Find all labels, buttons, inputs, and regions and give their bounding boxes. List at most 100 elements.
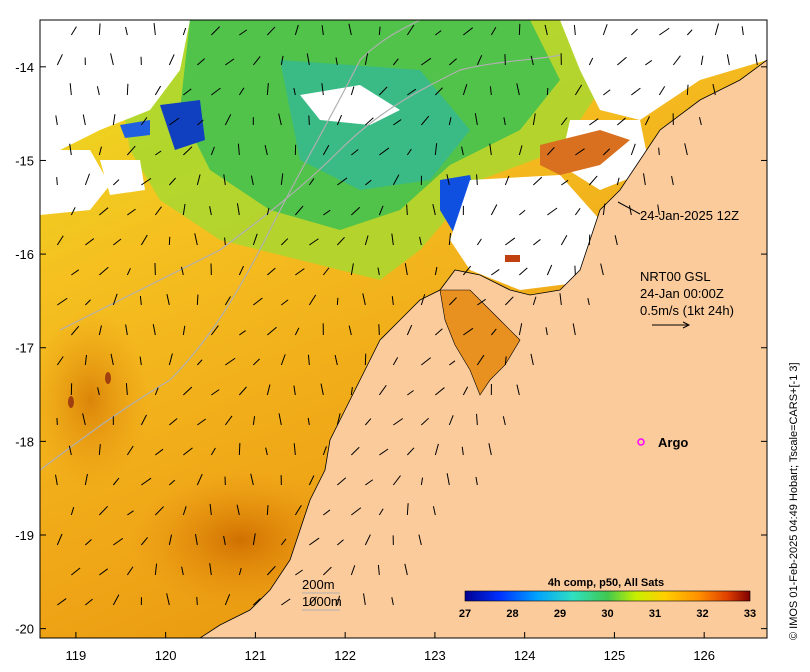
current-vector [266, 384, 271, 396]
current-vector [168, 177, 176, 186]
current-vector [448, 233, 452, 246]
current-vector [532, 176, 543, 186]
current-vector [630, 28, 638, 36]
y-tick-label: -14 [15, 60, 34, 75]
current-vector [561, 179, 569, 186]
current-vector [320, 383, 324, 396]
colorbar-title: 4h comp, p50, All Sats [548, 577, 664, 589]
current-vector [419, 236, 422, 246]
colorbar-tick-label: 30 [601, 608, 613, 620]
y-tick-label: -17 [15, 341, 34, 356]
current-vector [69, 143, 72, 156]
current-vector [407, 390, 414, 396]
current-vector [350, 446, 360, 456]
current-vector [197, 58, 206, 66]
current-vector [391, 597, 394, 606]
current-vector [210, 146, 215, 156]
current-vector [364, 418, 372, 426]
current-vector [337, 477, 347, 486]
current-vector [97, 387, 100, 396]
current-vector [70, 325, 80, 336]
x-axis: 119 120 121 122 123 124 125 126 [66, 632, 715, 663]
current-vector [462, 265, 472, 276]
current-vector [307, 417, 310, 426]
current-vector [435, 387, 445, 396]
current-vector [406, 324, 413, 336]
current-vector [449, 360, 456, 366]
current-vector [68, 445, 72, 456]
current-vector [308, 596, 317, 606]
cloud-mask [300, 85, 400, 125]
current-label-scale: 0.5m/s (1kt 24h) [640, 303, 734, 318]
current-vector [56, 356, 64, 366]
current-vector [82, 413, 86, 426]
current-vector [589, 118, 599, 126]
coastal-warm [505, 255, 520, 262]
current-vector [168, 54, 175, 66]
current-vector [306, 53, 310, 66]
current-vector [378, 324, 380, 336]
current-vector [617, 56, 627, 66]
current-vector [365, 479, 374, 486]
current-vector [406, 24, 415, 36]
current-vector [463, 327, 474, 336]
current-vector [182, 386, 193, 396]
current-vector [365, 179, 372, 186]
current-vector [644, 116, 650, 126]
current-vector [364, 235, 369, 246]
current-vector [293, 385, 296, 396]
current-vector [56, 533, 63, 546]
current-vector [434, 143, 438, 156]
current-vector [307, 354, 310, 366]
current-vector [195, 534, 198, 546]
current-vector [351, 149, 359, 156]
current-vector [267, 326, 277, 336]
current-vector [98, 444, 101, 456]
current-vector [532, 296, 537, 306]
current-vector [659, 27, 670, 36]
current-vector [686, 29, 693, 36]
current-vector [70, 207, 76, 216]
current-vector [392, 475, 401, 486]
current-vector [96, 86, 100, 96]
current-vector [196, 473, 203, 486]
current-vector [631, 87, 641, 96]
current-vector [602, 148, 611, 156]
current-vector [126, 566, 134, 576]
current-vector [295, 268, 305, 276]
current-vector [530, 55, 534, 66]
current-vector [544, 24, 548, 36]
current-vector [476, 174, 478, 186]
current-vector [250, 473, 254, 486]
current-vector [532, 113, 536, 126]
current-vector [404, 263, 408, 276]
current-vector [281, 299, 289, 306]
cloud-mask [40, 20, 190, 150]
current-vector [421, 57, 432, 66]
current-vector [600, 263, 604, 276]
current-vector [293, 87, 296, 96]
current-vectors [55, 23, 771, 606]
current-vector [617, 117, 626, 126]
current-vector [657, 204, 660, 216]
current-vector [280, 538, 287, 546]
current-vector [391, 233, 394, 246]
current-vector [112, 114, 116, 126]
current-vector [153, 23, 156, 36]
colorbar-tick-label: 31 [649, 608, 661, 620]
current-vector [211, 389, 220, 396]
current-vector [391, 296, 394, 306]
credit-text: © IMOS 01-Feb-2025 04:49 Hobart; Tscale=… [788, 362, 800, 640]
current-vector [155, 448, 164, 456]
current-vector [434, 443, 439, 456]
current-vector [350, 387, 353, 396]
current-vector [769, 24, 771, 35]
current-vector [726, 54, 730, 66]
current-vector [435, 328, 443, 336]
current-vector [379, 448, 389, 456]
current-vector [588, 175, 598, 186]
current-vector [530, 353, 534, 366]
current-vector [406, 148, 412, 156]
cloud-mask [100, 160, 145, 195]
current-vector [211, 87, 221, 96]
